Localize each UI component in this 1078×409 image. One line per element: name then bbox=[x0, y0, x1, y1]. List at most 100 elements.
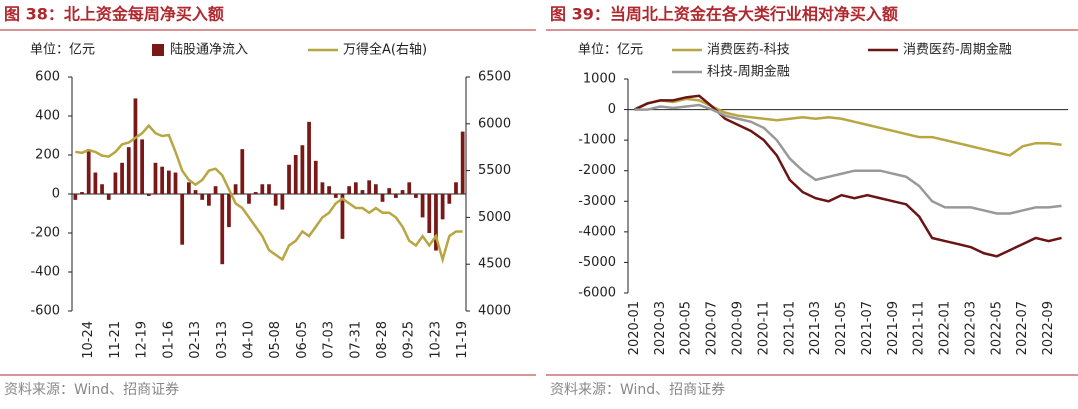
x-tick-label: 2022-09 bbox=[1041, 301, 1056, 355]
x-tick-label: 2020-01 bbox=[627, 301, 642, 355]
x-tick-label: 2022-01 bbox=[938, 301, 953, 355]
x-tick-label: 2021-03 bbox=[808, 301, 823, 355]
line bbox=[633, 97, 1062, 157]
unit-label: 单位：亿元 bbox=[30, 43, 95, 58]
x-tick-label: 09-25 bbox=[402, 321, 417, 359]
bar bbox=[120, 162, 124, 194]
y2-tick-label: 4000 bbox=[478, 304, 511, 319]
bar bbox=[267, 184, 271, 194]
chart-title: 图 39：当周北上资金在各大类行业相对净买入额 bbox=[550, 5, 898, 24]
bar bbox=[394, 194, 398, 198]
bar bbox=[160, 166, 165, 194]
bar bbox=[233, 184, 238, 194]
bar bbox=[367, 180, 372, 194]
x-tick-label: 06-05 bbox=[295, 321, 310, 359]
x-tick-label: 2021-07 bbox=[860, 301, 875, 355]
y-tick-label: -3000 bbox=[578, 194, 616, 209]
bar bbox=[460, 131, 465, 194]
y2-tick-label: 6000 bbox=[478, 116, 511, 131]
bar bbox=[80, 192, 84, 194]
x-tick-label: 07-31 bbox=[348, 321, 363, 359]
bar bbox=[247, 194, 251, 204]
y-tick-label: -6000 bbox=[578, 286, 616, 301]
bar bbox=[180, 194, 185, 245]
bar bbox=[227, 194, 231, 228]
x-tick-label: 04-10 bbox=[241, 321, 256, 359]
x-tick-label: 07-03 bbox=[322, 321, 337, 359]
bar bbox=[360, 190, 365, 194]
bar bbox=[140, 139, 144, 194]
legend-label: 消费医药-周期金融 bbox=[903, 42, 1012, 58]
y-tick-label: 0 bbox=[608, 102, 616, 117]
y-tick-label: -1000 bbox=[578, 133, 616, 148]
bar bbox=[347, 186, 352, 194]
line bbox=[634, 103, 1062, 215]
x-tick-label: 2021-11 bbox=[912, 301, 927, 355]
bar bbox=[173, 172, 178, 194]
x-tick-label: 2021-05 bbox=[834, 301, 849, 355]
bar bbox=[86, 149, 91, 194]
x-tick-label: 05-08 bbox=[268, 321, 283, 359]
x-tick-label: 2022-03 bbox=[963, 301, 978, 355]
bar bbox=[293, 155, 298, 194]
line bbox=[633, 94, 1062, 258]
bar bbox=[253, 192, 258, 194]
legend-label: 万得全A(右轴) bbox=[343, 42, 427, 58]
bar bbox=[454, 182, 458, 194]
bar bbox=[447, 194, 452, 204]
bar bbox=[414, 194, 418, 198]
y-tick-label: -400 bbox=[30, 265, 60, 280]
y-tick-label: 200 bbox=[35, 148, 60, 163]
bar bbox=[73, 194, 78, 200]
y2-tick-label: 5000 bbox=[478, 210, 511, 225]
x-tick-label: 2021-01 bbox=[782, 301, 797, 355]
x-tick-label: 11-21 bbox=[108, 321, 123, 359]
source: 资料来源：Wind、招商证券 bbox=[4, 382, 179, 398]
bar bbox=[146, 194, 151, 196]
bar bbox=[380, 194, 385, 202]
x-tick-label: 2020-09 bbox=[731, 301, 746, 355]
x-tick-label: 2020-07 bbox=[705, 301, 720, 355]
x-tick-label: 2022-07 bbox=[1015, 301, 1030, 355]
bar bbox=[273, 194, 278, 206]
bar bbox=[207, 194, 211, 206]
y2-tick-label: 5500 bbox=[478, 163, 511, 178]
bar bbox=[313, 160, 318, 194]
x-tick-label: 02-13 bbox=[188, 321, 203, 359]
bar bbox=[280, 194, 285, 210]
x-tick-label: 08-28 bbox=[375, 321, 390, 359]
y-tick-label: -2000 bbox=[578, 163, 616, 178]
line bbox=[75, 123, 463, 265]
bar bbox=[427, 194, 432, 233]
x-tick-label: 12-19 bbox=[135, 321, 150, 359]
bar bbox=[106, 194, 111, 200]
bar bbox=[126, 147, 131, 194]
bar bbox=[113, 172, 118, 194]
x-tick-label: 2020-11 bbox=[756, 301, 771, 355]
bar bbox=[353, 182, 358, 194]
bar bbox=[387, 188, 392, 194]
bar bbox=[373, 184, 378, 194]
x-tick-label: 10-23 bbox=[428, 321, 443, 359]
x-tick-label: 2021-09 bbox=[886, 301, 901, 355]
y-tick-label: 1000 bbox=[583, 72, 616, 87]
unit-label: 单位：亿元 bbox=[578, 43, 643, 58]
y-tick-label: -5000 bbox=[578, 255, 616, 270]
bar bbox=[260, 184, 265, 194]
y2-tick-label: 4500 bbox=[478, 257, 511, 272]
x-tick-label: 2020-03 bbox=[653, 301, 668, 355]
y-tick-label: -600 bbox=[30, 304, 60, 319]
bar bbox=[213, 186, 218, 194]
y2-tick-label: 6500 bbox=[478, 70, 511, 85]
bar bbox=[193, 190, 198, 194]
bar bbox=[327, 186, 331, 194]
legend-label: 消费医药-科技 bbox=[707, 43, 790, 58]
bar bbox=[340, 194, 345, 239]
x-tick-label: 2020-05 bbox=[679, 301, 694, 355]
bar bbox=[407, 182, 412, 194]
legend-label: 科技-周期金融 bbox=[707, 64, 790, 80]
legend-swatch bbox=[152, 44, 164, 56]
legend-label: 陆股通净流入 bbox=[170, 42, 248, 58]
bar bbox=[220, 194, 225, 265]
bar bbox=[200, 194, 205, 200]
